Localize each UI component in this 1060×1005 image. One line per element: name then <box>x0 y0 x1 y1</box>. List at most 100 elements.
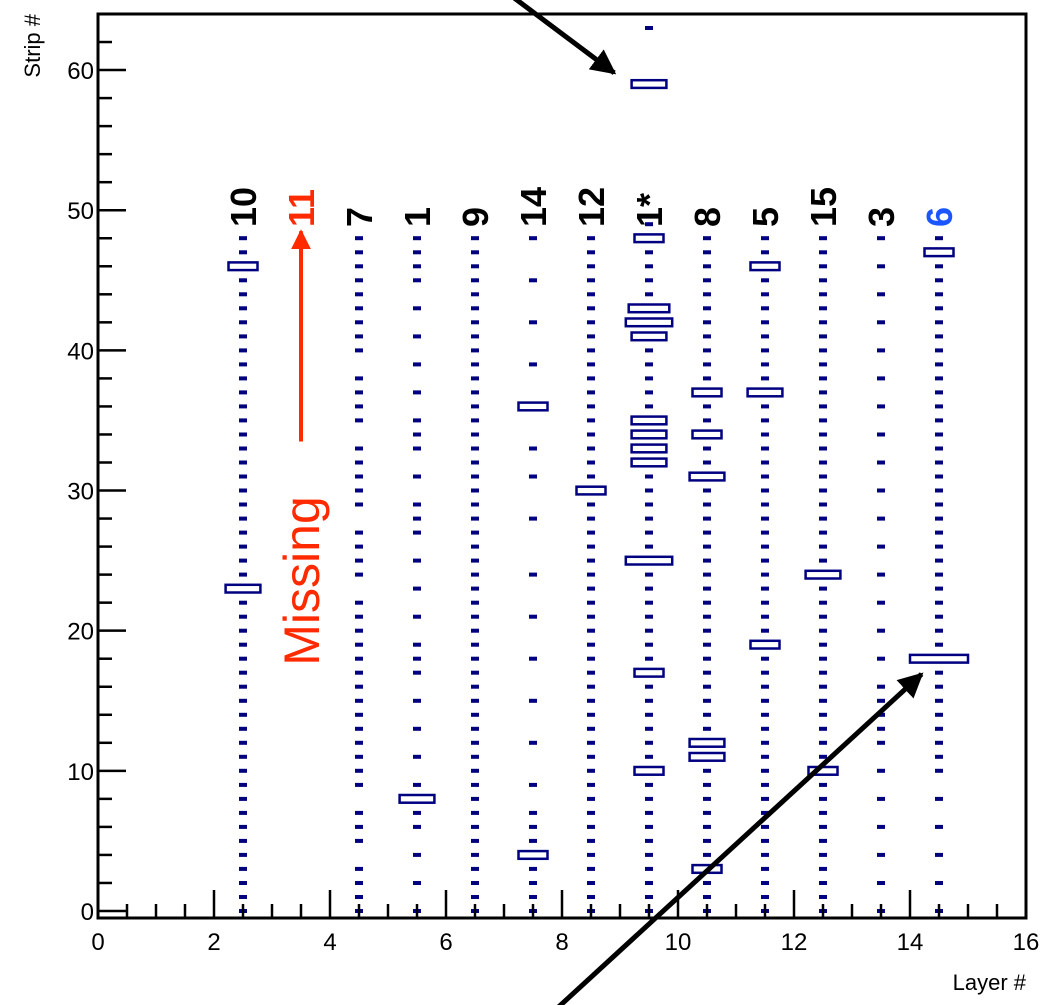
hit-mark-layer-12.5-strip-6 <box>819 824 827 829</box>
hit-mark-layer-8.5-strip-40 <box>587 348 595 353</box>
hit-box-layer-9.5-strip-17 <box>633 667 665 678</box>
hit-mark-layer-4.5-strip-24 <box>355 572 363 577</box>
hit-mark-layer-12.5-strip-41 <box>819 334 827 339</box>
hit-mark-layer-2.5-strip-29 <box>239 502 247 507</box>
hit-mark-layer-11.5-strip-3 <box>761 866 769 871</box>
hit-mark-layer-12.5-strip-3 <box>819 866 827 871</box>
hit-box-layer-10.5-strip-37 <box>691 387 723 398</box>
hits-layer <box>224 26 970 913</box>
hit-mark-layer-2.5-strip-42 <box>239 320 247 325</box>
hit-mark-layer-12.5-strip-40 <box>819 348 827 353</box>
y-axis-title: Strip # <box>20 13 45 77</box>
hit-mark-layer-5.5-strip-19 <box>413 642 421 647</box>
hit-mark-layer-2.5-strip-13 <box>239 726 247 731</box>
hit-mark-layer-5.5-strip-18 <box>413 656 421 661</box>
hit-mark-layer-12.5-strip-36 <box>819 404 827 409</box>
hit-mark-layer-13.5-strip-14 <box>877 712 885 717</box>
hit-mark-layer-6.5-strip-8 <box>471 796 479 801</box>
y-tick-label-40: 40 <box>67 338 94 365</box>
hit-mark-layer-10.5-strip-15 <box>703 698 711 703</box>
hit-mark-layer-12.5-strip-8 <box>819 796 827 801</box>
hit-mark-layer-9.5-strip-39 <box>645 362 653 367</box>
hit-mark-layer-11.5-strip-30 <box>761 488 769 493</box>
module-label-7.5: 14 <box>513 187 554 227</box>
hit-mark-layer-4.5-strip-41 <box>355 334 363 339</box>
hit-mark-layer-13.5-strip-8 <box>877 796 885 801</box>
hit-mark-layer-4.5-strip-22 <box>355 600 363 605</box>
hit-mark-layer-2.5-strip-11 <box>239 754 247 759</box>
hit-mark-layer-4.5-strip-30 <box>355 488 363 493</box>
hit-box-layer-12.5-strip-24 <box>804 569 842 580</box>
hit-mark-layer-7.5-strip-48 <box>529 236 537 241</box>
hit-mark-layer-11.5-strip-4 <box>761 852 769 857</box>
hit-mark-layer-10.5-strip-2 <box>703 881 711 885</box>
module-label-11.5: 5 <box>745 207 786 227</box>
x-tick-label-8: 8 <box>555 929 568 956</box>
hit-mark-layer-8.5-strip-5 <box>587 838 595 843</box>
hit-mark-layer-9.5-strip-23 <box>645 586 653 591</box>
hit-mark-layer-14.5-strip-25 <box>935 558 943 563</box>
hit-mark-layer-11.5-strip-1 <box>761 895 769 899</box>
hit-mark-layer-2.5-strip-3 <box>239 866 247 871</box>
hit-mark-layer-14.5-strip-35 <box>935 418 943 423</box>
hit-box-layer-9.5-strip-41 <box>630 331 668 342</box>
hit-mark-layer-5.5-strip-29 <box>413 502 421 507</box>
hit-mark-layer-14.5-strip-20 <box>935 628 943 633</box>
y-tick-label-0: 0 <box>81 899 94 926</box>
hit-mark-layer-8.5-strip-2 <box>587 881 595 885</box>
hit-mark-layer-9.5-strip-36 <box>645 404 653 409</box>
hit-mark-layer-12.5-strip-9 <box>819 782 827 787</box>
module-label-5.5: 1 <box>397 207 438 227</box>
hit-mark-layer-10.5-strip-4 <box>703 852 711 857</box>
hit-mark-layer-2.5-strip-12 <box>239 740 247 745</box>
hit-mark-layer-11.5-strip-44 <box>761 292 769 297</box>
hit-mark-layer-2.5-strip-20 <box>239 628 247 633</box>
hit-mark-layer-10.5-strip-21 <box>703 614 711 619</box>
pointer-arrow-bottom <box>556 672 924 1005</box>
hit-mark-layer-10.5-strip-30 <box>703 488 711 493</box>
hit-mark-layer-6.5-strip-37 <box>471 390 479 395</box>
hit-mark-layer-13.5-strip-6 <box>877 824 885 829</box>
hit-mark-layer-9.5-strip-24 <box>645 572 653 577</box>
hit-mark-layer-4.5-strip-21 <box>355 614 363 619</box>
hit-mark-layer-8.5-strip-20 <box>587 628 595 633</box>
hit-mark-layer-10.5-strip-29 <box>703 502 711 507</box>
hit-box-layer-7.5-strip-4 <box>517 849 549 861</box>
hit-mark-layer-12.5-strip-21 <box>819 614 827 619</box>
hit-mark-layer-2.5-strip-32 <box>239 460 247 465</box>
hit-mark-layer-2.5-strip-6 <box>239 824 247 829</box>
hit-mark-layer-5.5-strip-17 <box>413 670 421 675</box>
module-label-9.5: 1* <box>629 193 670 227</box>
hit-mark-layer-8.5-strip-48 <box>587 236 595 241</box>
hit-mark-layer-6.5-strip-18 <box>471 656 479 661</box>
hit-mark-layer-11.5-strip-13 <box>761 726 769 731</box>
hit-mark-layer-8.5-strip-35 <box>587 418 595 423</box>
hit-mark-layer-10.5-strip-42 <box>703 320 711 325</box>
hit-mark-layer-12.5-strip-17 <box>819 670 827 675</box>
hit-box-layer-9.5-strip-33 <box>630 443 668 454</box>
hit-mark-layer-6.5-strip-16 <box>471 684 479 689</box>
hit-mark-layer-2.5-strip-25 <box>239 558 247 563</box>
hit-mark-layer-11.5-strip-25 <box>761 558 769 563</box>
hit-mark-layer-14.5-strip-37 <box>935 390 943 395</box>
hit-mark-layer-6.5-strip-1 <box>471 895 479 899</box>
x-tick-label-0: 0 <box>91 929 104 956</box>
hit-mark-layer-4.5-strip-13 <box>355 726 363 731</box>
hit-mark-layer-9.5-strip-8 <box>645 796 653 801</box>
hit-mark-layer-6.5-strip-36 <box>471 404 479 409</box>
hit-mark-layer-8.5-strip-31 <box>587 474 595 479</box>
hit-mark-layer-9.5-strip-12 <box>645 740 653 745</box>
hit-mark-layer-11.5-strip-26 <box>761 544 769 549</box>
hit-mark-layer-6.5-strip-2 <box>471 881 479 885</box>
hit-mark-layer-14.5-strip-44 <box>935 292 943 297</box>
hit-mark-layer-14.5-strip-30 <box>935 488 943 493</box>
hit-mark-layer-6.5-strip-39 <box>471 362 479 367</box>
hit-mark-layer-2.5-strip-30 <box>239 488 247 493</box>
hit-box-layer-11.5-strip-19 <box>749 639 781 650</box>
hit-mark-layer-6.5-strip-46 <box>471 264 479 269</box>
hit-mark-layer-14.5-strip-33 <box>935 446 943 451</box>
hit-box-layer-7.5-strip-36 <box>517 401 549 412</box>
hit-mark-layer-8.5-strip-4 <box>587 852 595 857</box>
